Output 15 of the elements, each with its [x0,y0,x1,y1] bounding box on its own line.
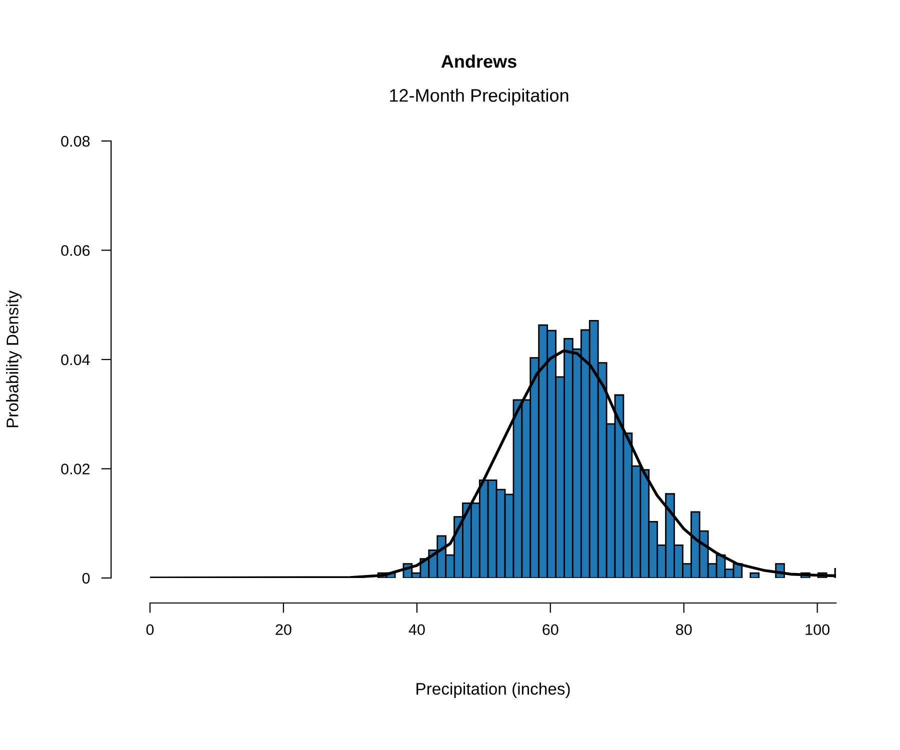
x-tick-label: 40 [408,624,425,636]
chart-subtitle: 12-Month Precipitation [390,88,568,106]
y-tick-label: 0.06 [61,245,90,256]
y-tick-label: 0 [82,572,90,584]
y-tick-label: 0.02 [61,464,90,474]
chart-title: Andrews [441,54,516,68]
y-axis-title: Probability Density [6,290,22,428]
y-tick-label: 0.04 [61,354,90,366]
y-tick-label: 0.08 [61,136,90,147]
x-tick-label: 0 [146,624,154,636]
x-tick-label: 20 [276,624,292,636]
x-axis-title: Precipitation (inches) [416,682,570,698]
x-tick-label: 60 [542,624,558,636]
x-tick-label: 80 [676,624,692,636]
x-tick-label: 100 [806,624,830,636]
